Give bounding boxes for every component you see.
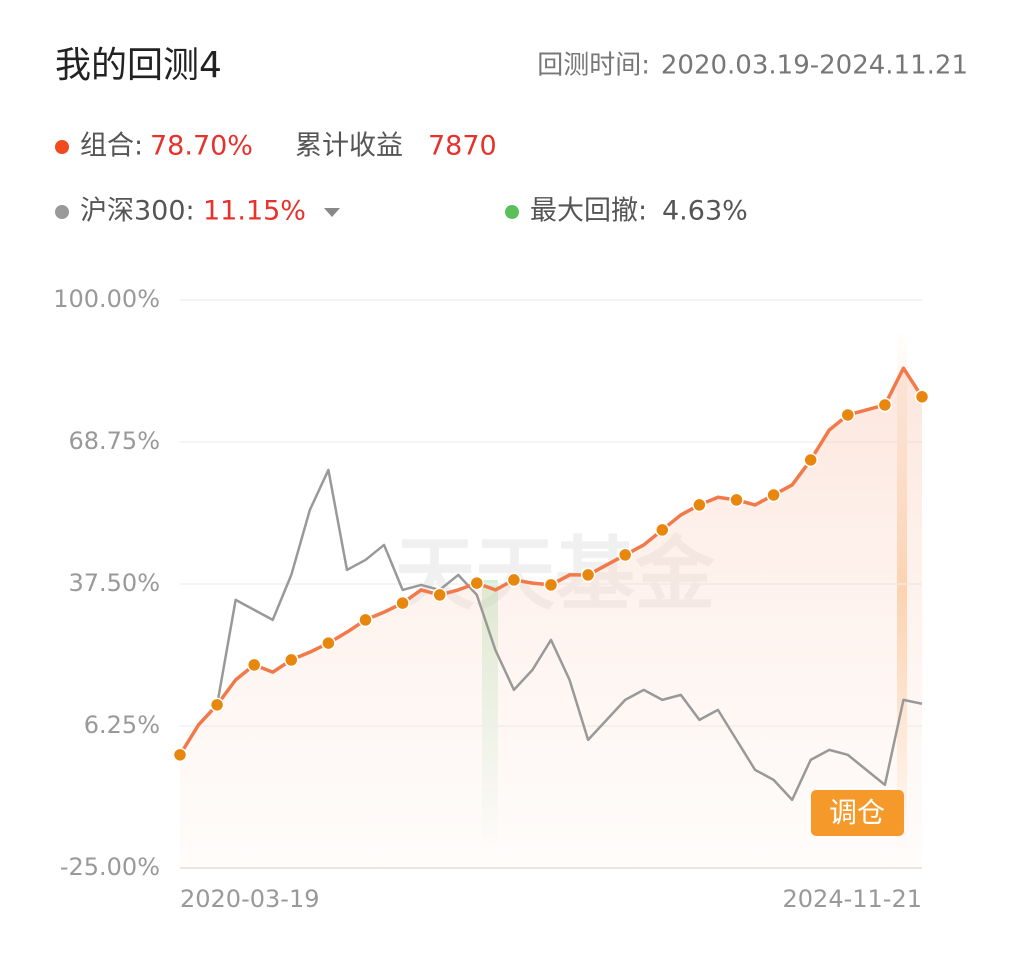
legend-label: 组合: <box>80 131 143 162</box>
legend-value: 11.15% <box>203 196 306 227</box>
rebalance-dot <box>803 452 818 468</box>
rebalance-dot <box>432 587 447 603</box>
plot: 100.00% 68.75% 37.50% 6.25% -25.00% 2020-03-1… <box>53 285 930 913</box>
rebalance-dot <box>877 397 893 413</box>
profit-label: 累计收益 <box>295 131 403 162</box>
rebalance-dot <box>914 389 930 405</box>
legend-dot <box>55 140 69 154</box>
rebalance-dot <box>840 407 856 423</box>
rebalance-dot <box>766 487 781 503</box>
series-line <box>178 468 923 802</box>
rebalance-button[interactable] <box>811 790 904 836</box>
y-tick-label: -25.00% <box>60 853 160 881</box>
rebalance-dot <box>284 652 299 668</box>
legend-label[interactable]: 沪深300: <box>80 196 195 227</box>
rebalance-dot <box>246 657 262 673</box>
x-tick-label: 2024-11-21 <box>783 885 922 913</box>
rebalance-dot <box>692 497 707 513</box>
area <box>180 368 922 868</box>
rebalance-dot <box>358 612 373 628</box>
rebalance-text[interactable]: 调仓 <box>829 796 885 829</box>
rebalance-dot <box>321 635 336 651</box>
legend-value: 78.70% <box>150 131 253 162</box>
period-label: 回测时间: <box>537 51 650 81</box>
rebalance-dot <box>469 575 485 591</box>
dropdown-arrow[interactable] <box>324 208 340 217</box>
rebalance-dot <box>580 567 596 583</box>
rebalance-dot <box>617 547 633 563</box>
drawdown-value: 4.63% <box>662 196 748 227</box>
y-tick-label: 68.75% <box>68 427 160 455</box>
rebalance-dot <box>395 595 410 611</box>
drawdown-label: 最大回撤: <box>530 196 647 227</box>
rebalance-dot <box>506 572 522 588</box>
profit-value: 7870 <box>428 131 497 162</box>
y-tick-label: 100.00% <box>53 285 160 313</box>
period: 2020.03.19-2024.11.21 <box>661 51 968 81</box>
rebalance-dot <box>209 697 225 713</box>
rebalance-dot <box>729 492 744 508</box>
rebalance-dot <box>172 747 188 763</box>
rebalance-dot <box>543 577 559 593</box>
rebalance-dot <box>655 522 670 538</box>
legend-dot <box>505 205 519 219</box>
y-tick-label: 37.50% <box>68 569 160 597</box>
x-tick-label: 2020-03-19 <box>180 885 319 913</box>
legend-dot <box>55 205 69 219</box>
y-tick-label: 6.25% <box>84 711 160 739</box>
title: 我的回测4 <box>55 45 222 86</box>
